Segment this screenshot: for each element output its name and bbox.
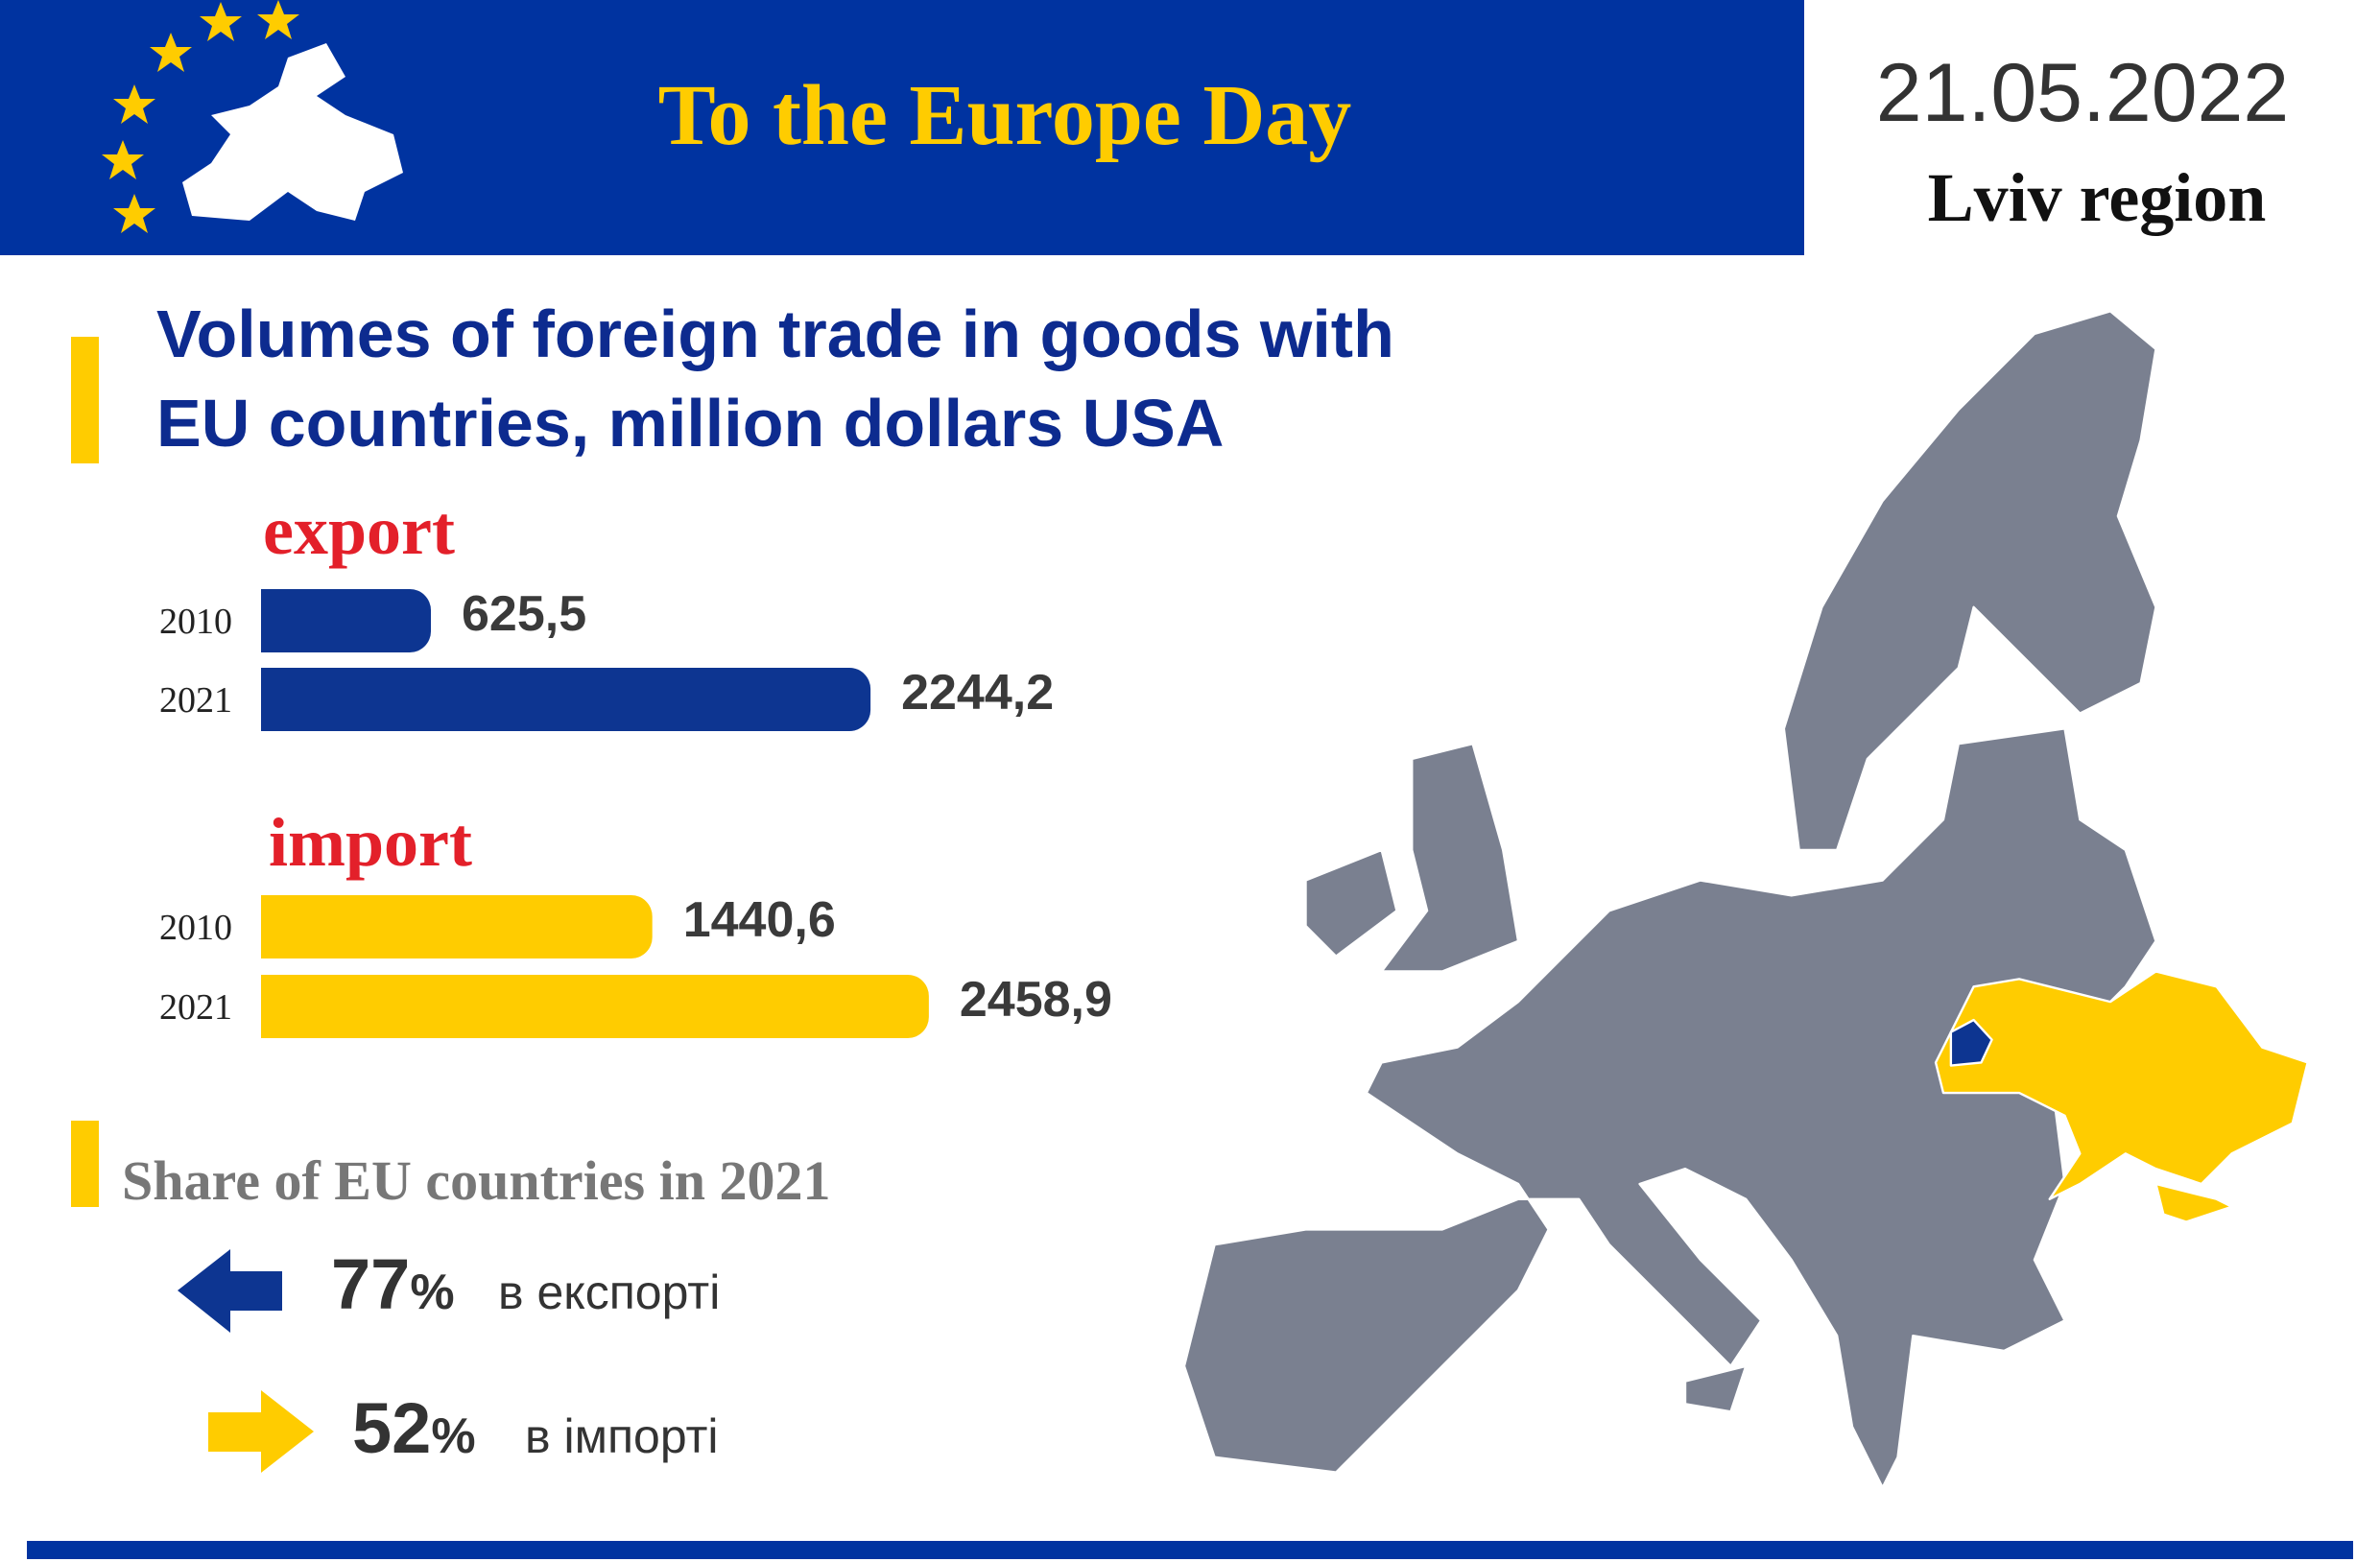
bar xyxy=(261,895,653,958)
share-title: Share of EU countries in 2021 xyxy=(122,1149,830,1212)
europe-silhouette xyxy=(182,43,403,221)
value-label: 625,5 xyxy=(462,586,586,642)
category-label: 2021 xyxy=(159,987,232,1028)
value-label: 2244,2 xyxy=(901,665,1054,721)
value-label: 1440,6 xyxy=(683,892,836,948)
bar xyxy=(261,668,871,731)
share-number: 77 xyxy=(331,1244,410,1324)
share-value: 77% xyxy=(331,1244,455,1324)
value-label: 2458,9 xyxy=(960,972,1112,1028)
heading-line: Volumes of foreign trade in goods with xyxy=(156,296,1394,371)
chart-title: export xyxy=(263,492,455,569)
eu-stars xyxy=(102,0,299,233)
category-label: 2010 xyxy=(159,908,232,948)
share-label: в імпорті xyxy=(525,1409,719,1463)
share-unit: % xyxy=(431,1408,475,1464)
chart-title: import xyxy=(269,804,472,881)
heading-marker xyxy=(71,337,99,463)
footer-band xyxy=(27,1541,2353,1559)
header-title: To the Europe Day xyxy=(658,68,1352,163)
map xyxy=(1182,310,2309,1489)
bar xyxy=(261,975,929,1038)
category-label: 2021 xyxy=(159,680,232,721)
share-label: в експорті xyxy=(498,1266,720,1319)
export-arrow xyxy=(178,1249,282,1333)
bar xyxy=(261,589,432,652)
import-arrow xyxy=(208,1390,314,1473)
share-unit: % xyxy=(410,1265,454,1320)
share-marker xyxy=(71,1121,99,1207)
region: Lviv region xyxy=(1928,159,2267,236)
share-number: 52 xyxy=(352,1388,431,1468)
heading-line: EU countries, million dollars USA xyxy=(156,386,1224,461)
share-value: 52% xyxy=(352,1388,476,1468)
category-label: 2010 xyxy=(159,602,232,642)
date: 21.05.2022 xyxy=(1876,47,2289,139)
